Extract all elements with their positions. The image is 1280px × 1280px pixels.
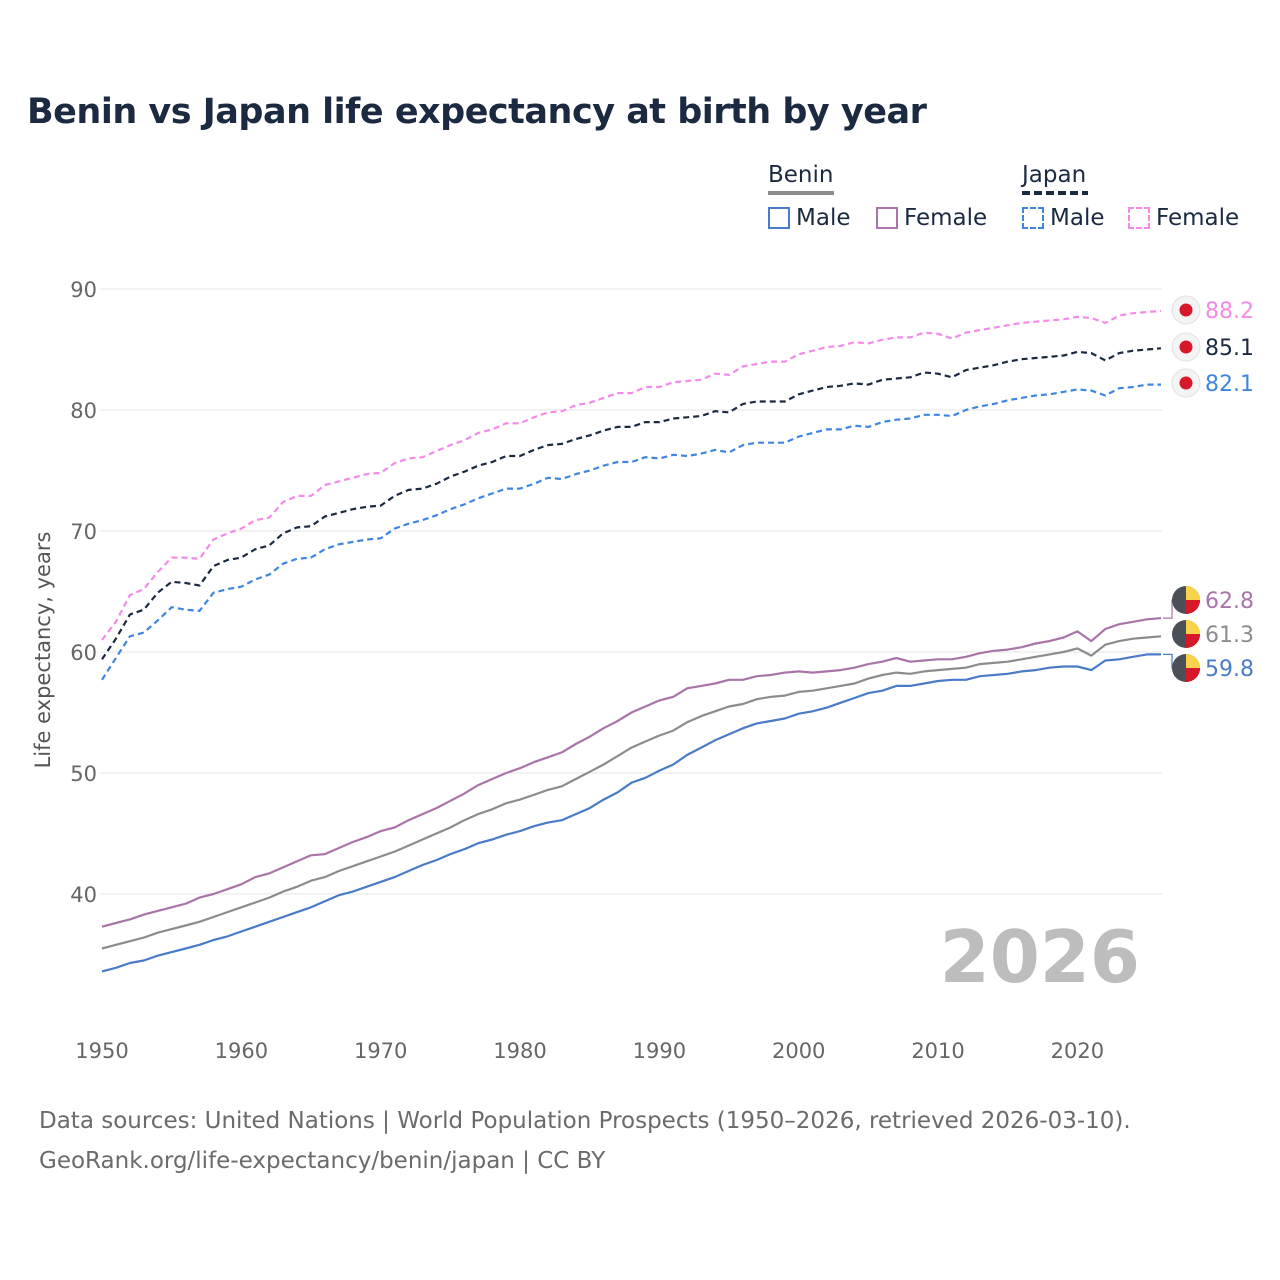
end-marker-japan-female bbox=[1171, 295, 1201, 325]
x-tick-label-2000: 2000 bbox=[772, 1039, 825, 1063]
legend-heading-benin: Benin bbox=[768, 162, 834, 188]
legend-swatch-benin-male bbox=[768, 207, 790, 229]
end-label-benin-female: 62.8 bbox=[1205, 589, 1254, 614]
series-line-japan-total bbox=[101, 347, 1162, 660]
chart-title: Benin vs Japan life expectancy at birth … bbox=[27, 92, 927, 132]
legend-label-japan-female: Female bbox=[1156, 205, 1240, 231]
x-tick-label-1950: 1950 bbox=[75, 1039, 128, 1063]
source-line-1: Data sources: United Nations | World Pop… bbox=[39, 1108, 1131, 1134]
legend-swatch-japan-female bbox=[1128, 207, 1150, 229]
source-line-2[interactable]: GeoRank.org/life-expectancy/benin/japan … bbox=[39, 1148, 606, 1174]
end-label-benin-total: 61.3 bbox=[1205, 623, 1254, 648]
end-labels: 88.2 85.1 82.1 62.8 61.3 59.8 bbox=[1205, 299, 1254, 682]
y-tick-label-80: 80 bbox=[70, 399, 97, 423]
legend-label-benin-female: Female bbox=[904, 205, 988, 231]
end-label-japan-male: 82.1 bbox=[1205, 372, 1254, 397]
x-axis-ticks: 1950 1960 1970 1980 1990 2000 2010 2020 bbox=[75, 1039, 1104, 1063]
end-marker-benin-female bbox=[1172, 586, 1200, 614]
series-line-japan-male bbox=[101, 383, 1161, 681]
end-marker-japan-total bbox=[1171, 332, 1201, 362]
x-tick-label-1970: 1970 bbox=[354, 1039, 407, 1063]
x-tick-label-1990: 1990 bbox=[633, 1039, 686, 1063]
end-label-japan-female: 88.2 bbox=[1205, 299, 1254, 324]
x-tick-label-2010: 2010 bbox=[911, 1039, 964, 1063]
y-tick-label-70: 70 bbox=[70, 520, 97, 544]
grid-lines bbox=[100, 288, 1162, 895]
x-tick-label-1960: 1960 bbox=[215, 1039, 268, 1063]
legend-heading-japan: Japan bbox=[1022, 162, 1087, 188]
end-label-benin-male: 59.8 bbox=[1205, 657, 1254, 682]
x-tick-label-2020: 2020 bbox=[1051, 1039, 1104, 1063]
legend-label-japan-male: Male bbox=[1050, 205, 1105, 231]
series-line-japan-female bbox=[101, 309, 1162, 641]
y-tick-label-60: 60 bbox=[70, 641, 97, 665]
y-axis-ticks: 40 50 60 70 80 90 bbox=[70, 278, 97, 907]
series-line-benin-female bbox=[101, 617, 1162, 928]
end-marker-japan-male bbox=[1171, 368, 1201, 398]
x-tick-label-1980: 1980 bbox=[493, 1039, 546, 1063]
end-marker-benin-total bbox=[1172, 620, 1200, 648]
series-line-benin-male bbox=[101, 653, 1161, 973]
end-label-japan-total: 85.1 bbox=[1205, 336, 1254, 361]
y-tick-label-90: 90 bbox=[70, 278, 97, 302]
series-lines bbox=[101, 309, 1162, 973]
end-marker-benin-male bbox=[1172, 654, 1200, 682]
legend-swatch-benin-female bbox=[876, 207, 898, 229]
legend-item-japan-female[interactable]: Female bbox=[1128, 205, 1239, 231]
y-axis-label: Life expectancy, years bbox=[31, 532, 55, 769]
end-markers bbox=[1171, 295, 1201, 682]
legend-label-benin-male: Male bbox=[796, 205, 851, 231]
year-watermark: 2026 bbox=[940, 915, 1140, 999]
legend-item-japan-male[interactable]: Male bbox=[1022, 205, 1104, 231]
legend-item-benin-male[interactable]: Male bbox=[768, 205, 850, 231]
legend-item-benin-female[interactable]: Female bbox=[876, 205, 987, 231]
legend-swatch-japan-male bbox=[1022, 207, 1044, 229]
legend-underline-japan bbox=[1022, 191, 1088, 195]
y-tick-label-50: 50 bbox=[70, 762, 97, 786]
y-tick-label-40: 40 bbox=[70, 883, 97, 907]
series-line-benin-total bbox=[101, 635, 1162, 950]
legend-underline-benin bbox=[768, 191, 834, 195]
